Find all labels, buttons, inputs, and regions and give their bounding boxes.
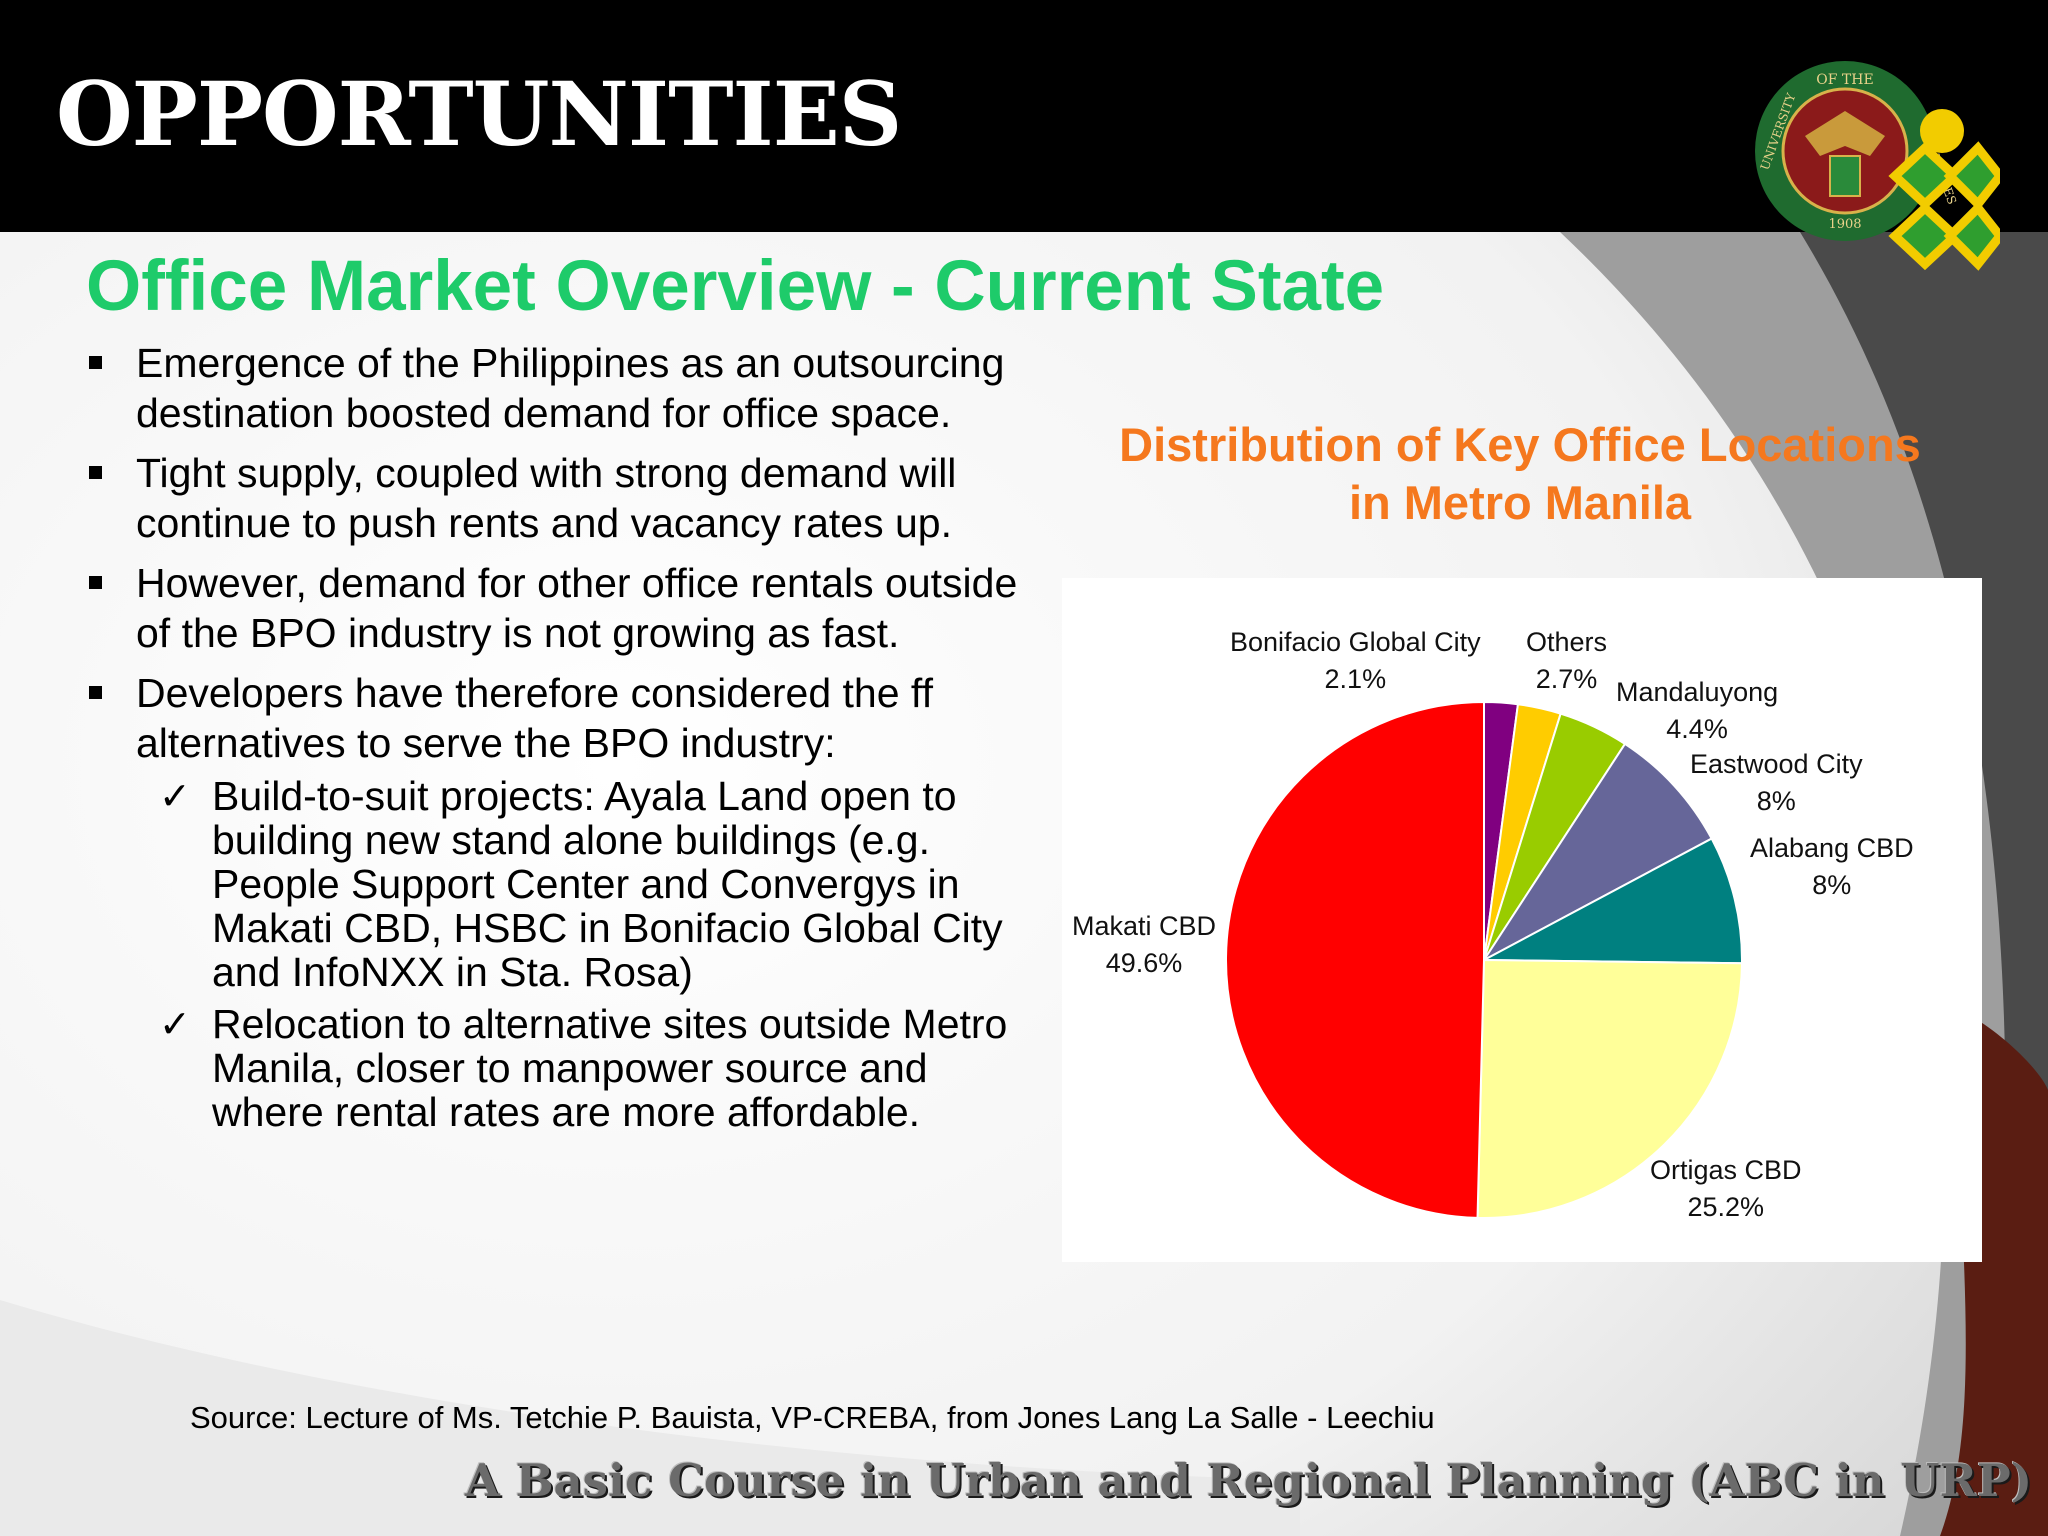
bullet-item: However, demand for other office rentals… — [80, 558, 1020, 658]
slice-label-makati: Makati CBD 49.6% — [1072, 911, 1217, 978]
square-bullet-icon — [89, 466, 102, 479]
slice-label-others: Others 2.7% — [1526, 627, 1608, 694]
bullet-text: Developers have therefore considered the… — [136, 670, 933, 766]
sub-bullet-text: Relocation to alternative sites outside … — [212, 1001, 1008, 1135]
sub-bullet-item: ✓ Build-to-suit projects: Ayala Land open… — [136, 774, 1020, 994]
pie-chart — [1225, 700, 1743, 1219]
chart-title-line: Distribution of Key Office Locations — [1119, 418, 1921, 471]
source-citation: Source: Lecture of Ms. Tetchie P. Bauist… — [190, 1400, 1435, 1435]
square-bullet-icon — [89, 686, 102, 699]
pie-slice-alabang-cbd — [1483, 837, 1743, 965]
university-seal-logo: OF THE UNIVERSITY PHILIPPINES 1908 — [1755, 61, 2000, 271]
sub-bullet-text: Build-to-suit projects: Ayala Land open … — [212, 773, 1003, 995]
bullet-item: Tight supply, coupled with strong demand… — [80, 448, 1020, 548]
section-subtitle: Office Market Overview - Current State — [86, 247, 1385, 326]
sub-bullet-list: ✓ Build-to-suit projects: Ayala Land open… — [136, 774, 1020, 1134]
sub-bullet-item: ✓ Relocation to alternative sites outside… — [136, 1002, 1020, 1134]
bullet-item: Emergence of the Philippines as an outso… — [80, 338, 1020, 438]
pie-slice-ortigas-cbd — [1476, 958, 1743, 1219]
pie-slice-eastwood-city — [1483, 742, 1713, 961]
chart-title-line: in Metro Manila — [1348, 476, 1692, 529]
slice-label-mandaluyong: Mandaluyong 4.4% — [1616, 677, 1779, 744]
bullet-text: However, demand for other office rentals… — [136, 560, 1018, 656]
square-bullet-icon — [89, 356, 102, 369]
bullet-text: Emergence of the Philippines as an outso… — [136, 340, 1005, 436]
slice-label-ortigas: Ortigas CBD 25.2% — [1650, 1155, 1802, 1222]
header-bar — [0, 0, 2048, 232]
slice-label-bonifacio: Bonifacio Global City 2.1% — [1230, 627, 1481, 694]
pie-slice-makati-cbd — [1225, 700, 1485, 1219]
bullet-text: Tight supply, coupled with strong demand… — [136, 450, 957, 546]
bullet-item: Developers have therefore considered the… — [80, 668, 1020, 1134]
slice-label-alabang: Alabang CBD 8% — [1750, 833, 1914, 900]
slide-title: OPPORTUNITIES — [56, 62, 902, 166]
pie-chart-panel: Bonifacio Global City 2.1% Others 2.7% Man… — [1062, 578, 1982, 1262]
chart-title: Distribution of Key Office Locations in … — [1060, 416, 1980, 532]
checkmark-icon: ✓ — [159, 774, 191, 818]
bullet-list: Emergence of the Philippines as an outso… — [80, 338, 1020, 1144]
square-bullet-icon — [89, 576, 102, 589]
course-footer: A Basic Course in Urban and Regional Pla… — [464, 1454, 2032, 1507]
seal-ring-text-top: OF THE — [1816, 72, 1873, 88]
slice-label-eastwood: Eastwood City 8% — [1690, 749, 1863, 816]
seal-year: 1908 — [1828, 217, 1861, 232]
checkmark-icon: ✓ — [159, 1002, 191, 1046]
